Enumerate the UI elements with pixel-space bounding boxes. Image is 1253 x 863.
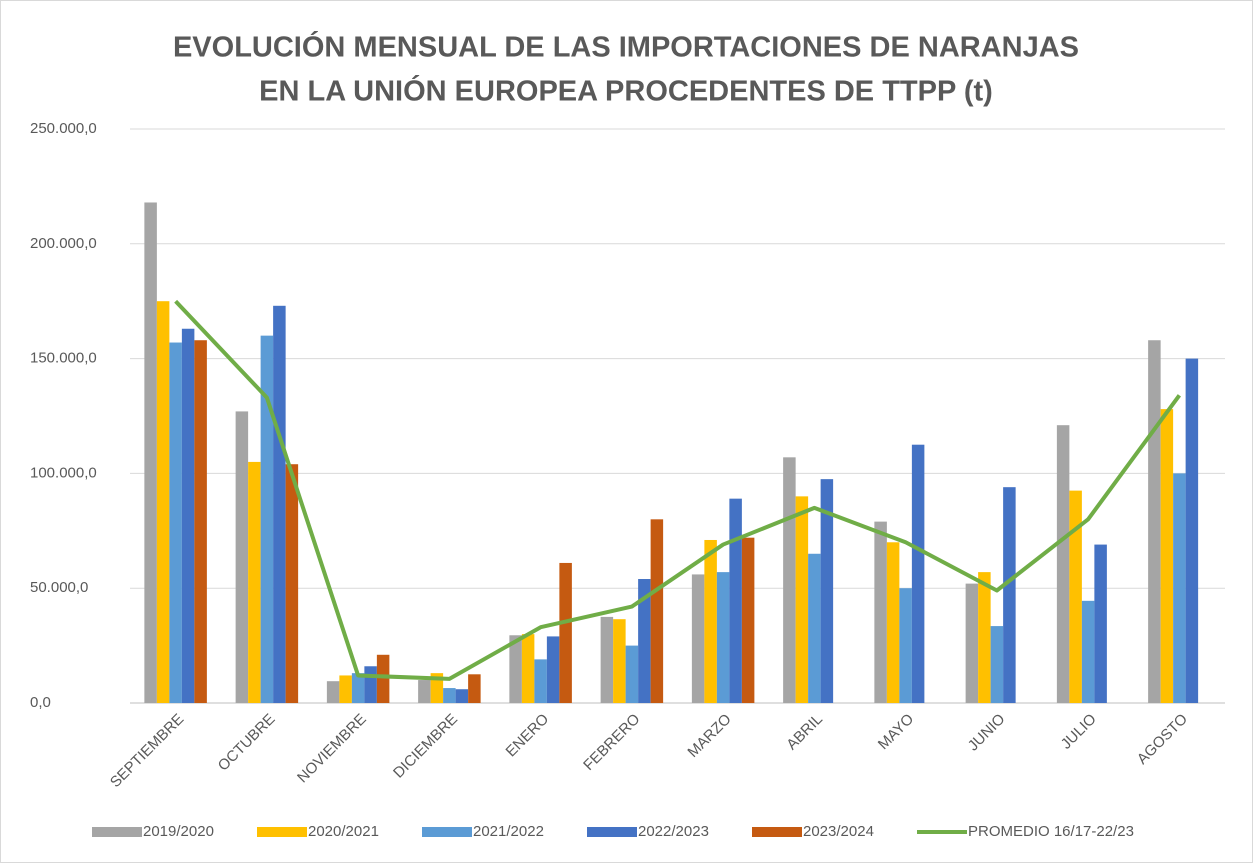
bar bbox=[691, 574, 705, 703]
bar bbox=[418, 680, 431, 703]
bar bbox=[273, 305, 286, 703]
bar bbox=[820, 479, 834, 703]
legend-swatch bbox=[257, 827, 307, 837]
bar bbox=[546, 636, 560, 703]
chart-title: EVOLUCIÓN MENSUAL DE LAS IMPORTACIONES D… bbox=[173, 30, 1079, 64]
bar bbox=[509, 635, 522, 703]
bar bbox=[326, 681, 340, 703]
bar bbox=[1160, 409, 1174, 703]
bar bbox=[248, 461, 261, 703]
bar bbox=[468, 674, 481, 703]
bar bbox=[729, 498, 742, 703]
bar bbox=[795, 496, 809, 703]
bar bbox=[181, 328, 195, 703]
legend-swatch bbox=[422, 827, 472, 837]
legend-label: 2022/2023 bbox=[638, 823, 709, 840]
bar bbox=[521, 634, 535, 703]
bar bbox=[1094, 544, 1107, 703]
legend-label: 2023/2024 bbox=[803, 823, 874, 840]
bar bbox=[339, 675, 352, 703]
bar bbox=[716, 572, 730, 703]
bar bbox=[600, 616, 614, 703]
bar bbox=[899, 588, 912, 703]
y-tick-label: 250.000,0 bbox=[30, 120, 97, 137]
bar bbox=[443, 688, 456, 703]
y-tick-label: 200.000,0 bbox=[30, 235, 97, 252]
bar bbox=[144, 202, 157, 704]
bar bbox=[741, 537, 755, 703]
bar bbox=[886, 542, 900, 703]
bar bbox=[613, 619, 626, 703]
bar bbox=[260, 335, 274, 703]
y-tick-label: 100.000,0 bbox=[30, 464, 97, 481]
chart-title: EN LA UNIÓN EUROPEA PROCEDENTES DE TTPP … bbox=[259, 74, 993, 108]
legend-label: 2021/2022 bbox=[473, 823, 544, 840]
y-tick-label: 0,0 bbox=[30, 694, 51, 711]
bar bbox=[808, 553, 821, 703]
bar bbox=[235, 411, 249, 703]
bar bbox=[874, 521, 887, 703]
bar bbox=[430, 673, 444, 703]
y-tick-label: 150.000,0 bbox=[30, 350, 97, 367]
bar bbox=[1069, 490, 1082, 703]
bar bbox=[650, 519, 664, 703]
bar bbox=[156, 301, 170, 703]
bar bbox=[638, 579, 651, 703]
bar bbox=[1003, 487, 1016, 703]
line bbox=[174, 299, 1181, 681]
bar bbox=[1056, 425, 1070, 703]
bar bbox=[534, 659, 547, 703]
legend-swatch bbox=[92, 827, 142, 837]
bar bbox=[1148, 340, 1161, 703]
bar bbox=[455, 689, 469, 703]
y-tick-label: 50.000,0 bbox=[30, 579, 88, 596]
bar bbox=[1173, 473, 1186, 703]
bar bbox=[376, 654, 390, 703]
bar bbox=[169, 342, 182, 703]
bar bbox=[978, 572, 991, 703]
bar bbox=[990, 626, 1004, 703]
bar bbox=[285, 464, 299, 703]
bar bbox=[1185, 358, 1199, 703]
bar bbox=[194, 340, 207, 703]
legend-label: 2019/2020 bbox=[143, 823, 214, 840]
bar bbox=[559, 562, 572, 703]
legend-label: 2020/2021 bbox=[308, 823, 379, 840]
bar bbox=[783, 457, 796, 703]
bar bbox=[1081, 600, 1095, 703]
bar bbox=[364, 666, 377, 703]
bar bbox=[911, 444, 925, 703]
legend-swatch bbox=[752, 827, 802, 837]
legend-label: PROMEDIO 16/17-22/23 bbox=[968, 823, 1134, 840]
legend-swatch bbox=[587, 827, 637, 837]
bar bbox=[625, 645, 639, 703]
bar bbox=[704, 539, 717, 703]
bar bbox=[965, 583, 979, 703]
bar bbox=[351, 673, 365, 703]
